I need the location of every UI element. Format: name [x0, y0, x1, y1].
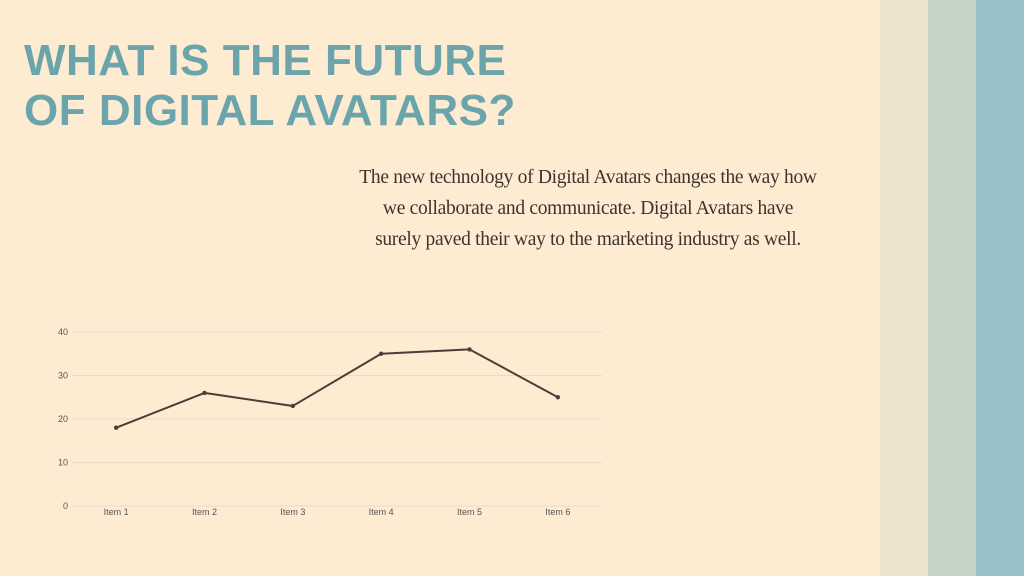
decor-stripe-2	[928, 0, 976, 576]
chart-x-axis-labels: Item 1 Item 2 Item 3 Item 4 Item 5 Item 6	[104, 507, 571, 517]
y-tick-label: 30	[58, 371, 68, 381]
body-line-2: we collaborate and communicate. Digital …	[382, 198, 794, 219]
slide-body-text: The new technology of Digital Avatars ch…	[298, 162, 878, 255]
chart-gridlines	[72, 331, 602, 507]
x-tick-label: Item 2	[192, 507, 217, 517]
data-point	[290, 403, 296, 409]
x-tick-label: Item 4	[369, 507, 394, 517]
body-line-3: surely paved their way to the marketing …	[375, 229, 801, 250]
chart-y-axis-labels: 0 10 20 30 40	[58, 327, 68, 511]
y-tick-label: 20	[58, 414, 68, 424]
y-tick-label: 0	[63, 501, 68, 511]
body-line-1: The new technology of Digital Avatars ch…	[359, 167, 817, 188]
data-point	[378, 351, 384, 356]
x-tick-label: Item 5	[457, 507, 482, 517]
data-point	[202, 390, 207, 396]
data-point	[555, 395, 561, 400]
x-tick-label: Item 6	[545, 507, 570, 517]
slide-title-line-2: OF DIGITAL AVATARS?	[24, 86, 516, 135]
data-point	[113, 425, 119, 430]
decor-stripe-1	[880, 0, 928, 576]
series-line	[115, 348, 559, 429]
slide-title-line-1: WHAT IS THE FUTURE	[24, 36, 507, 85]
y-tick-label: 40	[58, 327, 68, 337]
data-point	[467, 347, 472, 352]
x-tick-label: Item 1	[104, 507, 129, 517]
y-tick-label: 10	[58, 458, 68, 468]
chart-series	[113, 347, 561, 430]
x-tick-label: Item 3	[280, 507, 305, 517]
slide-title: WHAT IS THE FUTURE OF DIGITAL AVATARS?	[24, 36, 624, 136]
decor-stripe-3	[976, 0, 1024, 576]
